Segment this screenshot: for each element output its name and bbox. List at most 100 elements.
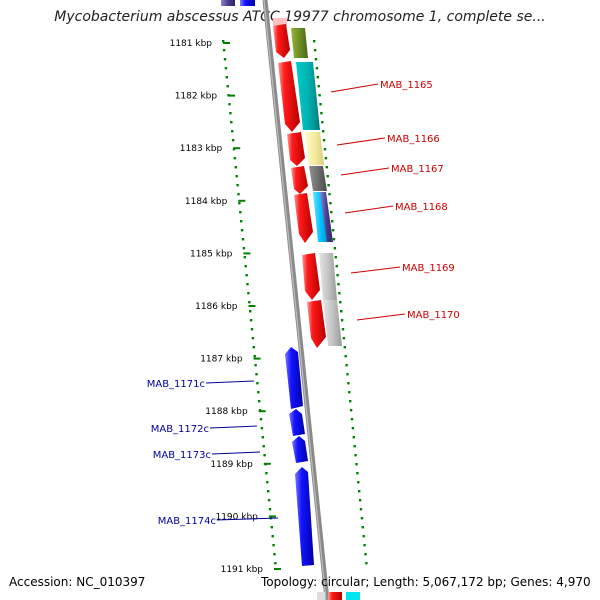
gene-label-mab-1166[interactable]: MAB_1166 bbox=[387, 134, 440, 145]
guide-dot bbox=[358, 490, 361, 493]
accession-text: Accession: NC_010397 bbox=[9, 575, 146, 589]
guide-dot bbox=[233, 157, 237, 160]
tick-label: 1190 kbp bbox=[215, 512, 258, 522]
guide-dot bbox=[272, 544, 275, 547]
gene-mab-1167 bbox=[309, 166, 327, 191]
gene-label-mab-1165[interactable]: MAB_1165 bbox=[380, 80, 433, 91]
gene-label-mab-1173c[interactable]: MAB_1173c bbox=[153, 450, 211, 461]
guide-dot bbox=[339, 301, 342, 304]
gene-label-mab-1169[interactable]: MAB_1169 bbox=[402, 263, 455, 274]
guide-dot bbox=[340, 310, 343, 313]
guide-dot bbox=[241, 238, 245, 241]
bottom-feature-stub bbox=[317, 592, 325, 600]
gene-feature-slate bbox=[320, 192, 333, 242]
gene-label-mab-1171c[interactable]: MAB_1171c bbox=[147, 379, 205, 390]
guide-dot bbox=[254, 364, 257, 367]
guide-dot bbox=[359, 508, 363, 511]
guide-dot bbox=[319, 103, 322, 106]
label-leader bbox=[356, 313, 406, 321]
guide-dot bbox=[327, 184, 330, 187]
tick-label: 1191 kbp bbox=[221, 565, 264, 575]
bottom-feature-stub bbox=[328, 592, 342, 600]
gene-mab-1170 bbox=[323, 300, 342, 346]
cds-arrow bbox=[287, 132, 305, 166]
guide-dot bbox=[240, 220, 243, 223]
guide-dot bbox=[245, 274, 248, 277]
guide-dot bbox=[330, 211, 333, 214]
guide-dot bbox=[231, 139, 235, 142]
guide-dot bbox=[226, 85, 229, 88]
guide-dot bbox=[222, 40, 225, 43]
tick-label: 1183 kbp bbox=[180, 144, 223, 154]
top-feature-stub bbox=[240, 0, 255, 6]
guide-dot bbox=[318, 94, 321, 97]
genome-stats-text: Topology: circular; Length: 5,067,172 bp… bbox=[261, 575, 591, 589]
gene-label-mab-1172c[interactable]: MAB_1172c bbox=[151, 424, 209, 435]
guide-dot bbox=[231, 130, 234, 133]
guide-dot bbox=[247, 292, 250, 295]
guide-dot bbox=[331, 229, 335, 232]
guide-dot bbox=[352, 436, 355, 439]
guide-dot bbox=[353, 445, 356, 448]
guide-dot bbox=[363, 544, 366, 547]
guide-dot bbox=[360, 517, 364, 520]
chromosome-backbone-highlight bbox=[263, 0, 327, 600]
guide-dot bbox=[316, 76, 319, 79]
top-feature-stub bbox=[221, 0, 235, 6]
guide-dot bbox=[332, 238, 336, 241]
guide-dot bbox=[259, 418, 263, 421]
guide-dot bbox=[336, 274, 339, 277]
cds-arrow bbox=[307, 300, 326, 348]
guide-dot bbox=[328, 193, 331, 196]
label-leader bbox=[350, 266, 401, 274]
guide-dot bbox=[364, 553, 367, 556]
guide-dot bbox=[234, 166, 237, 169]
label-leaders bbox=[205, 83, 406, 521]
guide-dot bbox=[263, 454, 266, 457]
gene-mab-1172c bbox=[289, 409, 305, 436]
tick-label: 1182 kbp bbox=[175, 92, 218, 102]
guide-dot bbox=[329, 202, 332, 205]
top-feature-stub bbox=[273, 18, 287, 26]
guide-dot bbox=[252, 346, 255, 349]
gene-label-mab-1167[interactable]: MAB_1167 bbox=[391, 164, 444, 175]
guide-dot bbox=[258, 400, 261, 403]
guide-dot bbox=[315, 67, 319, 70]
cds-arrow bbox=[302, 253, 320, 300]
guide-dot bbox=[337, 283, 340, 286]
guide-dot bbox=[314, 58, 318, 61]
gene-label-mab-1170[interactable]: MAB_1170 bbox=[407, 310, 460, 321]
guide-dot bbox=[253, 355, 256, 358]
label-leader bbox=[205, 380, 255, 384]
gene-label-mab-1168[interactable]: MAB_1168 bbox=[395, 202, 448, 213]
label-leader bbox=[330, 83, 379, 93]
guide-dot bbox=[240, 229, 244, 232]
guide-dot bbox=[243, 256, 246, 259]
guide-dot bbox=[342, 337, 346, 340]
guide-dot bbox=[334, 256, 337, 259]
guide-dot bbox=[244, 265, 247, 268]
position-axis: 1181 kbp 1182 kbp 1183 kbp 1184 kbp 1185 kbp… bbox=[170, 39, 281, 575]
label-leader bbox=[340, 167, 390, 176]
guide-dot bbox=[321, 121, 324, 124]
guide-dot bbox=[350, 418, 354, 421]
gene-label-mab-1174c[interactable]: MAB_1174c bbox=[158, 516, 216, 527]
guide-dot bbox=[357, 481, 360, 484]
guide-dot bbox=[358, 499, 362, 502]
guide-dot bbox=[343, 346, 346, 349]
guide-dot bbox=[268, 508, 272, 511]
guide-dot bbox=[224, 67, 228, 70]
guide-dot bbox=[322, 130, 325, 133]
guide-dot bbox=[348, 391, 351, 394]
tick-label: 1186 kbp bbox=[195, 302, 238, 312]
guide-dot bbox=[246, 283, 249, 286]
forward-gene-labels: MAB_1165 MAB_1166 MAB_1167 MAB_1168 MAB_1169… bbox=[380, 80, 460, 321]
guide-dot bbox=[313, 40, 316, 43]
guide-dot bbox=[249, 319, 253, 322]
guide-dot bbox=[344, 355, 347, 358]
guide-dot bbox=[274, 562, 277, 565]
guide-dot bbox=[248, 301, 251, 304]
guide-dot bbox=[331, 220, 334, 223]
tick-label: 1185 kbp bbox=[190, 249, 233, 259]
guide-dot bbox=[262, 445, 265, 448]
